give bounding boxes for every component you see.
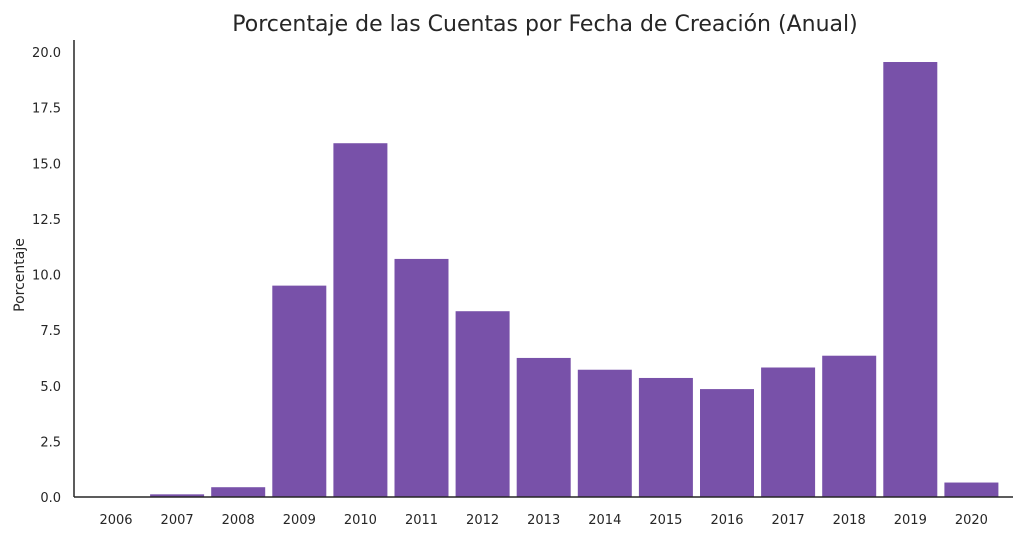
y-tick-label: 17.5: [32, 102, 61, 117]
bar-2007: [150, 494, 205, 497]
y-tick-label: 15.0: [32, 157, 61, 172]
bar-2008: [211, 487, 266, 497]
bar-2019: [883, 62, 938, 497]
x-tick-label: 2008: [222, 513, 255, 528]
y-axis-label: Porcentaje: [12, 238, 28, 312]
x-tick-label: 2019: [894, 513, 927, 528]
y-tick-label: 10.0: [32, 269, 61, 284]
bar-2012: [455, 311, 510, 497]
x-tick-label: 2009: [283, 513, 316, 528]
bar-2011: [394, 258, 449, 497]
y-tick-label: 5.0: [40, 380, 61, 395]
bar-2013: [516, 357, 571, 497]
bar-2018: [822, 355, 877, 497]
x-tick-label: 2006: [99, 513, 132, 528]
x-tick-label: 2013: [527, 513, 560, 528]
y-tick-label: 7.5: [40, 324, 61, 339]
y-tick-label: 20.0: [32, 46, 61, 61]
bar-2010: [333, 143, 388, 497]
chart-title: Porcentaje de las Cuentas por Fecha de C…: [232, 12, 857, 37]
x-tick-label: 2016: [710, 513, 743, 528]
x-tick-label: 2010: [344, 513, 377, 528]
x-tick-label: 2011: [405, 513, 438, 528]
x-tick-label: 2017: [772, 513, 805, 528]
x-tick-label: 2014: [588, 513, 621, 528]
y-tick-label: 12.5: [32, 213, 61, 228]
x-tick-label: 2020: [955, 513, 988, 528]
x-tick-label: 2018: [833, 513, 866, 528]
y-tick-label: 2.5: [40, 435, 61, 450]
bar-2015: [638, 377, 693, 497]
bar-2017: [761, 367, 816, 497]
x-tick-label: 2012: [466, 513, 499, 528]
bar-2009: [272, 285, 327, 497]
x-tick-label: 2007: [161, 513, 194, 528]
bar-2020: [944, 482, 999, 497]
x-tick-label: 2015: [649, 513, 682, 528]
bar-2016: [700, 389, 754, 497]
bar-2014: [577, 369, 632, 497]
y-tick-label: 0.0: [40, 491, 61, 506]
